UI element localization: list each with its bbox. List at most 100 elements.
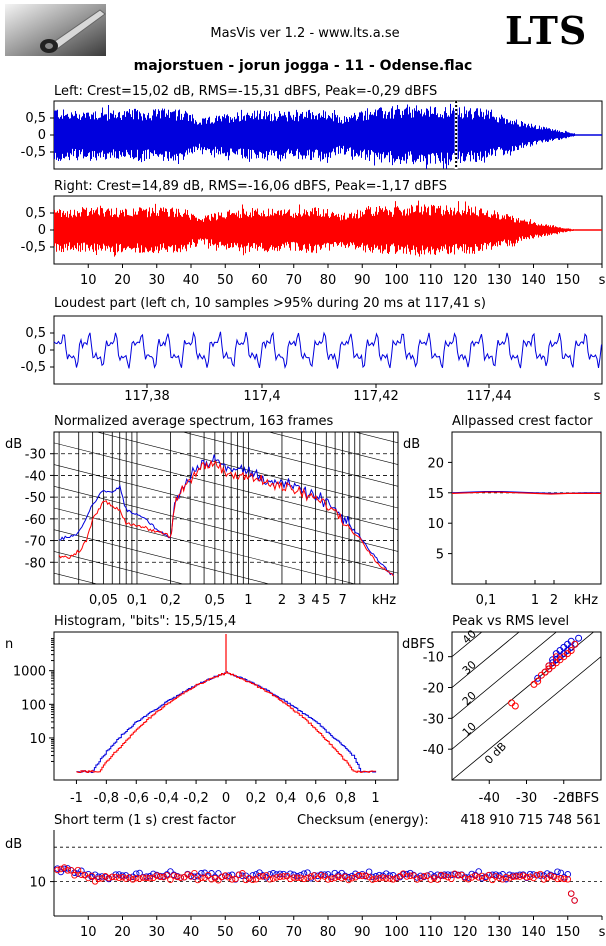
crest-point-right (177, 874, 184, 881)
x-tick-label: 150 (555, 273, 580, 288)
crest-point-left (492, 871, 500, 878)
y-tick-label: 0,5 (25, 326, 46, 341)
crest-point-right (54, 866, 61, 874)
x-tick-label: 0,1 (127, 593, 148, 608)
crest-point-left (191, 873, 198, 881)
peak-rms-point-right (571, 640, 579, 648)
crest-point-right (287, 875, 294, 883)
x-tick-label: 30 (148, 925, 165, 940)
crest-point-right (506, 875, 513, 882)
x-tick-label: 7 (338, 593, 346, 608)
x-axis-label: dBFS (566, 791, 599, 806)
crest-point-left (468, 870, 476, 878)
crest-label: 10 (460, 720, 479, 739)
x-tick-label: 90 (354, 273, 371, 288)
plot-title: Left: Crest=15,02 dB, RMS=-15,31 dBFS, P… (54, 84, 437, 99)
crest-point-right (269, 875, 277, 882)
crest-point-left (132, 870, 140, 877)
x-tick-label: 50 (217, 273, 234, 288)
peak-rms-grid (452, 632, 601, 780)
crest-point-right (304, 874, 311, 882)
crest-point-left (78, 867, 85, 875)
y-tick-label: 0,5 (25, 206, 46, 221)
crest-point-left (502, 875, 510, 883)
crest-point-right (57, 865, 65, 873)
crest-point-right (105, 874, 113, 882)
crest-point-right (314, 875, 321, 882)
x-tick-label: 0,2 (246, 791, 267, 806)
crest-point-right (461, 874, 469, 882)
x-tick-label: 60 (251, 273, 268, 288)
peak-rms-point-left (556, 647, 564, 654)
x-tick-label: 117,4 (243, 389, 280, 404)
crest-point-left (314, 872, 321, 880)
crest-point-right (150, 874, 157, 882)
x-tick-label: -30 (516, 791, 537, 806)
crest-point-right (160, 873, 167, 881)
crest-point-right (406, 872, 414, 880)
crest-point-right (561, 875, 568, 883)
plot-title: Right: Crest=14,89 dB, RMS=-16,06 dBFS, … (54, 179, 447, 194)
crest-point-left (345, 874, 352, 881)
crest-point-left (64, 865, 71, 872)
waveform-right (54, 200, 575, 257)
x-tick-label: 10 (80, 273, 97, 288)
app-title: MasVis ver 1.2 - www.lts.a.se (210, 26, 400, 41)
crest-point-right (430, 874, 438, 882)
crest-point-right (112, 873, 119, 881)
crest-point-left (348, 872, 356, 880)
crest-point-right (533, 871, 541, 879)
crest-point-left (448, 871, 455, 879)
plot-title: Normalized average spectrum, 163 frames (54, 414, 333, 429)
crest-point-left (91, 871, 99, 878)
x-tick-label: 20 (114, 273, 131, 288)
x-tick-label: -0,6 (124, 791, 149, 806)
y-tick-label: -80 (25, 556, 46, 571)
grid-line-diagonal (54, 529, 271, 584)
grid-line-diagonal (267, 432, 398, 465)
crest-point-left (543, 870, 551, 877)
crest-point-right (297, 874, 304, 882)
crest-point-right (341, 873, 349, 881)
x-tick-label: s (599, 925, 606, 940)
y-tick-label: -10 (423, 651, 444, 666)
crest-point-right (64, 867, 71, 874)
crest-point-right (413, 876, 421, 883)
crest-point-right (115, 874, 123, 882)
crest-point-right (335, 873, 342, 880)
crest-point-right (317, 872, 325, 879)
peak-rms-point-right (534, 677, 542, 685)
plot-title: Histogram, "bits": 15,5/15,4 (54, 614, 236, 629)
crest-point-right (71, 872, 78, 879)
x-tick-label: 100 (384, 273, 409, 288)
crest-point-right (95, 875, 102, 882)
crest-point-right (499, 876, 506, 883)
y-tick-label: -50 (25, 491, 46, 506)
crest-point-right (143, 874, 150, 882)
x-tick-label: 110 (418, 273, 443, 288)
crest-point-right (146, 874, 154, 882)
crest-point-left (554, 868, 561, 875)
crest-point-right (540, 876, 548, 883)
crest-point-right (232, 875, 239, 883)
histogram-line-left (76, 671, 377, 773)
crest-point-right (184, 871, 191, 878)
crest-point-right (139, 874, 147, 881)
y-tick-label: 10 (427, 517, 444, 532)
grid-line-diagonal (54, 551, 185, 584)
crest-point-right (389, 876, 397, 883)
x-tick-label: 0,05 (89, 593, 118, 608)
crest-point-right (85, 874, 92, 882)
crest-point-right (372, 875, 380, 882)
y-tick-label: -30 (423, 712, 444, 727)
crest-point-right (393, 875, 400, 882)
x-tick-label: kHz (574, 593, 598, 608)
crest-point-right (509, 873, 517, 880)
crest-point-right (280, 873, 287, 880)
y-tick-label: 10 (29, 732, 46, 747)
crest-point-left (516, 871, 524, 879)
x-tick-label: 40 (183, 925, 200, 940)
grid-line-diagonal (54, 247, 398, 334)
crest-point-right (273, 874, 280, 881)
